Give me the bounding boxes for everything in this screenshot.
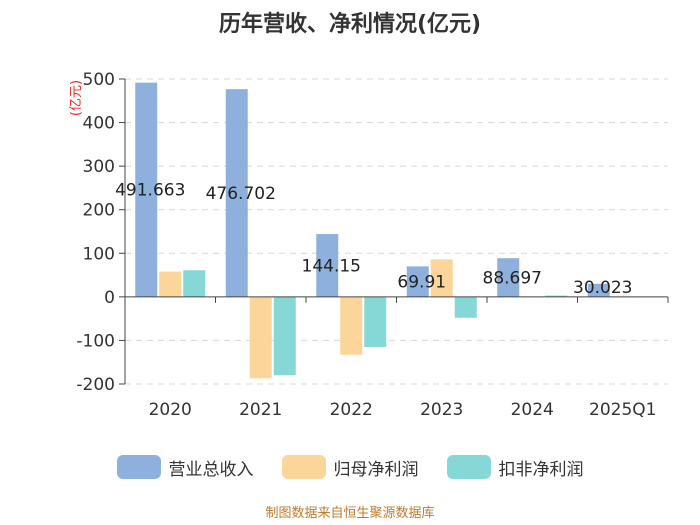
legend-label: 扣非净利润 [498, 459, 584, 480]
legend: 营业总收入 归母净利润 扣非净利润 [0, 452, 700, 482]
source-note: 制图数据来自恒生聚源数据库 [265, 506, 435, 521]
y-tick-label: 0 [104, 288, 115, 308]
grid-layer [125, 78, 668, 385]
y-tick-label: 400 [83, 114, 115, 134]
bar [430, 259, 453, 297]
y-tick-label: 500 [83, 70, 115, 90]
bar [545, 295, 568, 297]
x-tick-label: 2020 [149, 400, 192, 420]
legend-label: 归母净利润 [333, 459, 419, 480]
x-tick-label: 2024 [511, 400, 554, 420]
y-tick-label: 300 [83, 157, 115, 177]
x-tick-label: 2021 [239, 400, 282, 420]
y-tick-label: 200 [83, 201, 115, 221]
legend-swatch [446, 455, 491, 479]
data-label: 69.91 [397, 273, 446, 293]
y-axis-label: (亿元) [69, 80, 84, 116]
x-tick-label: 2025Q1 [589, 400, 656, 420]
bar [159, 271, 182, 297]
data-label: 476.702 [206, 184, 276, 204]
y-tick-label: 100 [83, 244, 115, 264]
labels-layer: 500 400 300 200 100 0 -100 -200 2020 2021 2022 2023… [76, 70, 656, 420]
data-label: 88.697 [483, 269, 542, 289]
legend-item[interactable]: 营业总收入 [116, 455, 254, 480]
data-label: 144.15 [302, 256, 361, 276]
y-tick-label: -100 [76, 331, 115, 351]
bar [340, 296, 363, 355]
bar [316, 234, 339, 297]
bar [249, 296, 272, 379]
legend-swatch [116, 455, 161, 479]
bar [587, 283, 610, 297]
bar [183, 270, 206, 297]
axis-layer [119, 78, 669, 385]
bar [406, 266, 429, 297]
chart-title: 历年营收、净利情况(亿元) [218, 12, 482, 37]
legend-item[interactable]: 归母净利润 [281, 455, 419, 480]
legend-item[interactable]: 扣非净利润 [446, 455, 584, 480]
bar [454, 296, 477, 318]
legend-label: 营业总收入 [168, 459, 254, 480]
bar [273, 296, 296, 376]
y-tick-label: -200 [76, 375, 115, 395]
data-label: 30.023 [573, 278, 632, 298]
x-tick-label: 2023 [420, 400, 463, 420]
x-tick-label: 2022 [330, 400, 373, 420]
bars-layer [135, 82, 658, 379]
bar [364, 296, 387, 347]
bar [225, 89, 248, 297]
bar [135, 82, 158, 297]
data-label: 491.663 [115, 181, 185, 201]
bar [497, 258, 520, 297]
legend-swatch [281, 455, 326, 479]
